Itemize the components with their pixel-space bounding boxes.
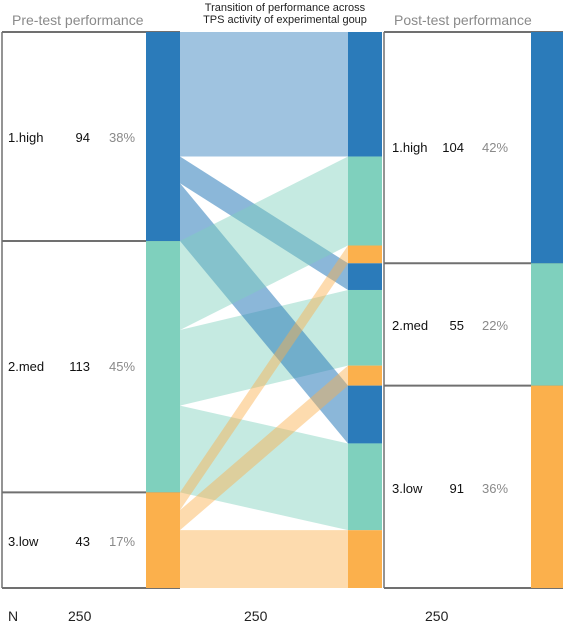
post-bar-high (531, 32, 563, 264)
pre-test-header: Pre-test performance (12, 12, 144, 28)
pre-high-count: 94 (75, 130, 90, 145)
chart-title-line-1: Transition of performance across (204, 2, 366, 14)
post-low-count: 91 (449, 481, 464, 496)
pre-high-label: 1.high (8, 130, 44, 145)
mid-bar-med-to-low (348, 443, 382, 531)
mid-bar-med-to-high (348, 156, 382, 246)
flow-low-to-low (180, 530, 348, 588)
n-label: N (8, 608, 19, 624)
post-low-label: 3.low (392, 481, 423, 496)
flow-high-to-med (180, 156, 348, 290)
pre-total: 250 (68, 608, 92, 624)
flow-med-to-low (180, 405, 348, 531)
mid-bar-med-to-med (348, 289, 382, 366)
post-high-label: 1.high (392, 140, 428, 155)
pre-med-count: 113 (69, 359, 90, 374)
pre-bar-low (146, 492, 180, 588)
mid-bar-high-to-med (348, 263, 382, 290)
mid-bar-high-to-high (348, 32, 382, 157)
chart-title: Transition of performance across TPS act… (170, 2, 400, 26)
mid-bar-low-to-low (348, 530, 382, 588)
flow-high-to-high (180, 32, 348, 157)
flow-med-to-high (180, 156, 348, 331)
post-bar-med (531, 263, 563, 386)
mid-bar-low-to-high (348, 245, 382, 264)
post-high-count: 104 (442, 140, 464, 155)
mid-total: 250 (244, 608, 268, 624)
flow-high-to-low (180, 183, 348, 444)
pre-low-label: 3.low (8, 534, 39, 549)
post-med-pct: 22% (482, 318, 509, 333)
mid-bar-high-to-low (348, 385, 382, 444)
flow-med-to-med (180, 289, 348, 406)
pre-bar-med (146, 241, 180, 493)
post-med-label: 2.med (392, 318, 429, 333)
pre-bar-high (146, 32, 180, 242)
pre-high-pct: 38% (109, 130, 136, 145)
pre-med-label: 2.med (8, 359, 45, 374)
post-bar-low (531, 385, 563, 588)
post-low-pct: 36% (482, 481, 509, 496)
pre-low-pct: 17% (109, 534, 136, 549)
chart-title-line-2: TPS activity of experimental goup (203, 14, 367, 26)
post-med-count: 55 (449, 318, 464, 333)
post-total: 250 (425, 608, 449, 624)
post-test-header: Post-test performance (394, 12, 532, 28)
flow-low-to-med (180, 365, 348, 531)
flow-low-to-high (180, 245, 348, 511)
mid-bar-low-to-med (348, 365, 382, 386)
pre-low-count: 43 (75, 534, 90, 549)
pre-med-pct: 45% (109, 359, 136, 374)
post-high-pct: 42% (482, 140, 509, 155)
